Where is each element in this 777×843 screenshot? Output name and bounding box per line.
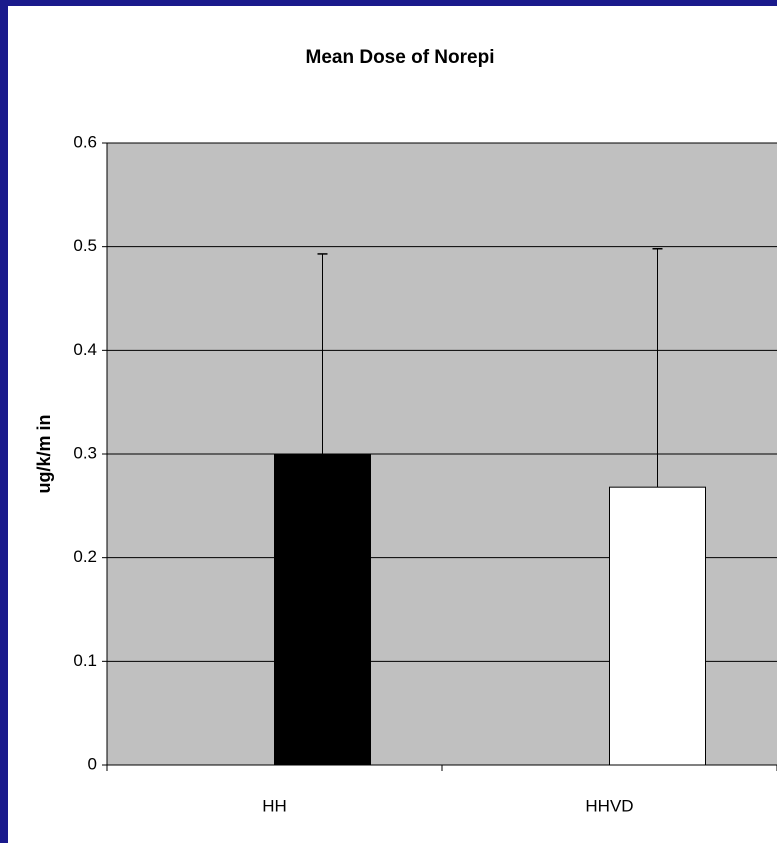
- x-tick-label: HHVD: [585, 796, 633, 815]
- x-tick-label: HH: [262, 796, 287, 815]
- y-tick-label: 0.3: [73, 443, 97, 462]
- y-tick-label: 0.4: [73, 340, 97, 359]
- bar: [609, 486, 706, 766]
- y-tick-label: 0: [88, 754, 97, 773]
- chart-title: Mean Dose of Norepi: [306, 47, 495, 68]
- bar: [274, 453, 371, 766]
- y-tick-label: 0.5: [73, 236, 97, 255]
- y-axis-label: ug/k/m in: [34, 414, 54, 493]
- y-tick-label: 0.1: [73, 651, 97, 670]
- y-tick-label: 0.2: [73, 547, 97, 566]
- y-tick-label: 0.6: [73, 132, 97, 151]
